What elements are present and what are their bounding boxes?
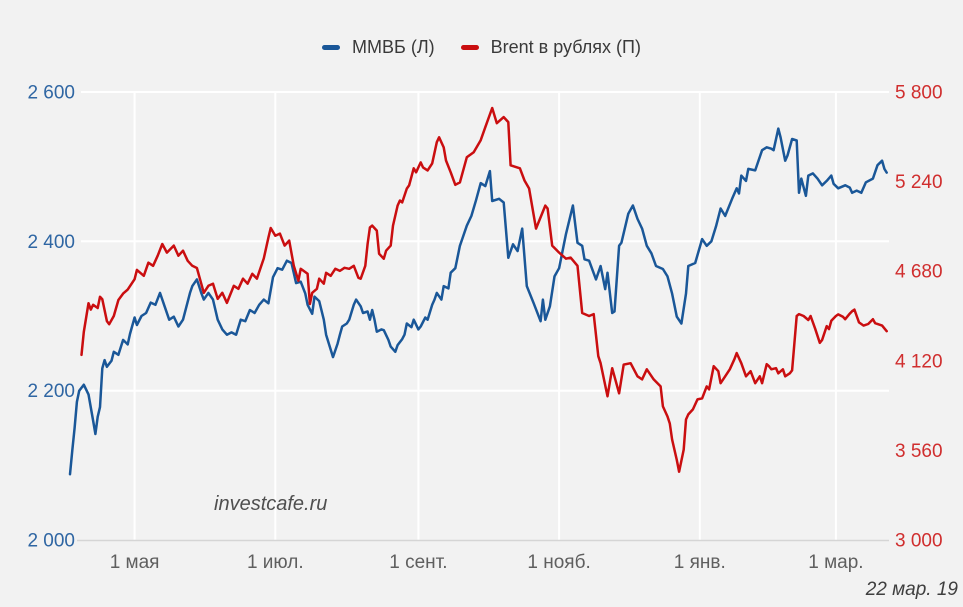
- right-axis-tick-label: 4 120: [895, 351, 943, 372]
- right-axis-tick-label: 3 560: [895, 441, 943, 462]
- legend-label-brent: Brent в рублях (П): [490, 37, 641, 57]
- x-axis-tick-label: 1 сент.: [389, 552, 447, 573]
- x-axis-tick-label: 1 мая: [110, 552, 160, 573]
- x-axis-tick-label: 1 июл.: [247, 552, 304, 573]
- legend-swatch-brent-icon: [460, 45, 479, 50]
- x-axis-tick-label: 1 янв.: [674, 552, 726, 573]
- legend-item-mmvb[interactable]: ММВБ (Л): [322, 37, 435, 58]
- right-axis-tick-label: 5 800: [895, 83, 943, 104]
- legend-label-mmvb: ММВБ (Л): [352, 37, 435, 57]
- series-line-mmvb: [68, 127, 888, 476]
- left-axis-tick-label: 2 600: [27, 83, 75, 104]
- x-axis-tick-label: 1 мар.: [808, 552, 863, 573]
- left-axis-tick-label: 2 000: [27, 531, 75, 552]
- left-axis-tick-label: 2 200: [27, 381, 75, 402]
- right-axis-tick-label: 5 240: [895, 172, 943, 193]
- x-axis-tick-label: 1 нояб.: [527, 552, 590, 573]
- legend-item-brent[interactable]: Brent в рублях (П): [460, 37, 641, 58]
- legend-swatch-mmvb-icon: [322, 45, 341, 50]
- right-axis-tick-label: 3 000: [895, 531, 943, 552]
- right-axis-tick-label: 4 680: [895, 262, 943, 283]
- left-axis-tick-label: 2 400: [27, 232, 75, 253]
- footer-date: 22 мар. 19: [865, 579, 958, 600]
- watermark: investcafe.ru: [214, 493, 328, 515]
- legend: ММВБ (Л) Brent в рублях (П): [0, 37, 963, 58]
- series-line-brent: [80, 106, 888, 473]
